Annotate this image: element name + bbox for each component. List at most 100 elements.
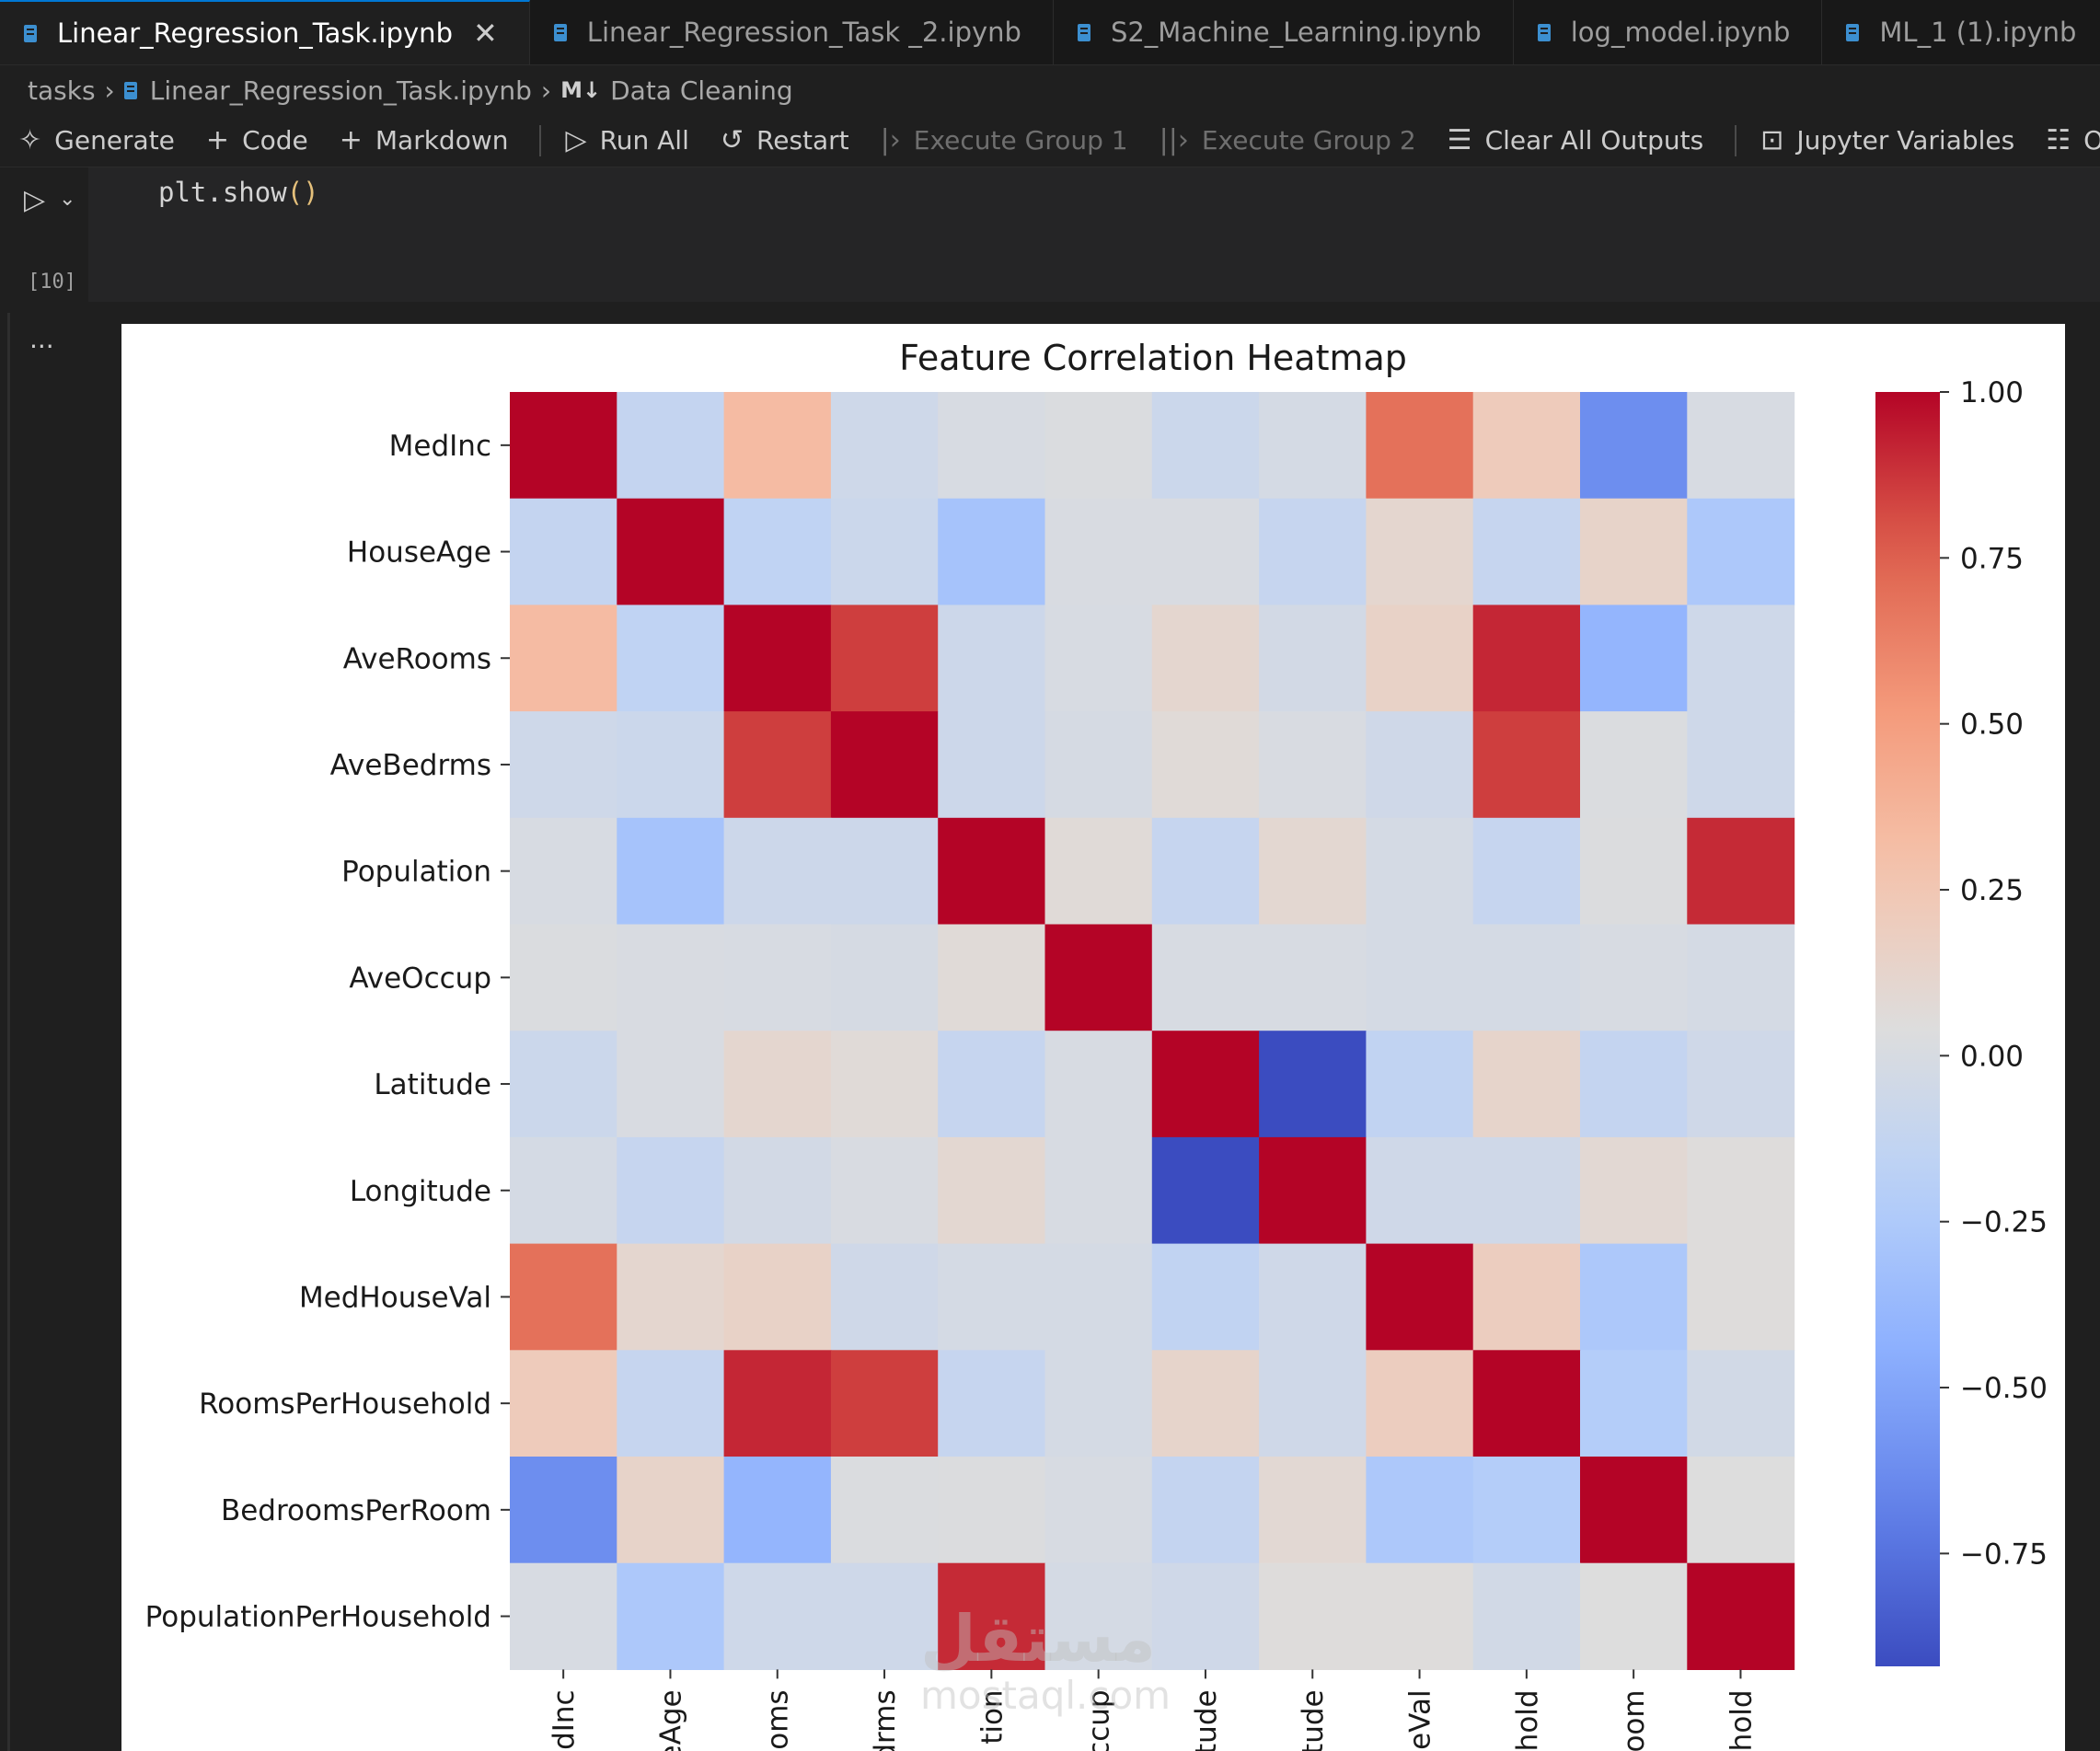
heatmap-cell: [723, 924, 832, 1031]
heatmap-cell: [1580, 1136, 1688, 1245]
close-icon[interactable]: ✕: [472, 16, 498, 51]
heatmap-cell: [830, 605, 939, 712]
heatmap-cell: [510, 1562, 617, 1670]
x-tick-label: tion: [975, 1689, 1009, 1744]
breadcrumb-folder[interactable]: tasks: [28, 75, 96, 106]
heatmap-cell: [1044, 1562, 1153, 1670]
heatmap-cell: [1472, 1031, 1581, 1138]
heatmap-cell: [1259, 1031, 1367, 1138]
heatmap-cell: [510, 1243, 617, 1351]
breadcrumb-section[interactable]: Data Cleaning: [610, 75, 793, 106]
heatmap-cell: [938, 498, 1046, 605]
tab-ml-1[interactable]: ML_1 (1).ipynb: [1822, 0, 2100, 64]
y-tick-label: MedInc: [389, 430, 491, 463]
clear-all-outputs-button[interactable]: ☰ Clear All Outputs: [1448, 124, 1704, 156]
heatmap-cell: [510, 1457, 617, 1564]
y-tick-label: Population: [341, 856, 491, 889]
heatmap-cell: [510, 1350, 617, 1457]
notebook-icon: [123, 81, 137, 99]
heatmap-cell: [830, 1562, 939, 1670]
heatmap-cell: [830, 1457, 939, 1564]
heatmap-cell: [1580, 817, 1688, 926]
heatmap-cell: [1366, 924, 1474, 1031]
heatmap-cell: [1044, 392, 1153, 500]
execute-group-1-button[interactable]: |› Execute Group 1: [881, 124, 1128, 156]
x-tick-label: ccup: [1083, 1689, 1116, 1751]
heatmap-cell: [1366, 1243, 1474, 1351]
heatmap-cell: [938, 924, 1046, 1031]
tab-linear-regression-task-2[interactable]: Linear_Regression_Task _2.ipynb: [530, 0, 1054, 64]
heatmap-cell: [723, 711, 832, 819]
heatmap-cell: [617, 924, 725, 1031]
heatmap-cell: [1151, 1562, 1260, 1670]
heatmap-cell: [723, 392, 832, 500]
run-all-button[interactable]: ▷ Run All: [565, 124, 688, 156]
execute-group-1-label: Execute Group 1: [913, 125, 1128, 156]
outline-icon: ☷: [2046, 124, 2071, 156]
heatmap-cell: [1044, 498, 1153, 605]
run-cell-icon[interactable]: ▷: [24, 184, 46, 216]
heatmap-cell: [1580, 1562, 1688, 1670]
jupyter-variables-button[interactable]: ⊡ Jupyter Variables: [1760, 124, 2014, 156]
heatmap-cell: [617, 1350, 725, 1457]
y-tick-label: Latitude: [374, 1068, 491, 1101]
x-tick-label: tude: [1297, 1689, 1330, 1751]
chevron-right-icon: ›: [104, 75, 115, 106]
heatmap-cell: [617, 392, 725, 500]
heatmap-cell: [723, 1136, 832, 1245]
heatmap-cell: [1366, 1136, 1474, 1245]
jupyter-variables-label: Jupyter Variables: [1796, 125, 2015, 156]
y-tick-label: AveOccup: [349, 962, 491, 995]
toolbar-divider: [539, 124, 542, 156]
chevron-down-icon[interactable]: ⌄: [59, 188, 76, 211]
heatmap-cell: [830, 924, 939, 1031]
heatmap-cell: [1151, 1457, 1260, 1564]
heatmap-cell: [830, 1350, 939, 1457]
heatmap-cell: [938, 1031, 1046, 1138]
heatmap-cell: [1151, 605, 1260, 712]
heatmap-cell: [1259, 1457, 1367, 1564]
tab-linear-regression-task[interactable]: Linear_Regression_Task.ipynb ✕: [0, 0, 530, 64]
heatmap-cell: [1687, 1350, 1795, 1457]
y-tick-label: Longitude: [350, 1175, 491, 1208]
tab-log-model[interactable]: log_model.ipynb: [1514, 0, 1823, 64]
code-editor[interactable]: plt.show(): [88, 167, 2100, 302]
add-code-button[interactable]: + Code: [206, 124, 308, 156]
tab-label: S2_Machine_Learning.ipynb: [1110, 17, 1482, 48]
restart-label: Restart: [756, 125, 849, 156]
heatmap-cell: [1044, 1243, 1153, 1351]
sparkle-icon: ✧: [18, 124, 42, 156]
generate-button[interactable]: ✧ Generate: [18, 124, 175, 156]
colorbar: [1875, 392, 1940, 1666]
heatmap-cell: [938, 605, 1046, 712]
colorbar-tick-label: −0.75: [1960, 1538, 2048, 1571]
tab-s2-machine-learning[interactable]: S2_Machine_Learning.ipynb: [1054, 0, 1514, 64]
heatmap-cell: [1472, 817, 1581, 926]
heatmap-cell: [938, 1562, 1046, 1670]
outline-button[interactable]: ☷ Outline: [2046, 124, 2100, 156]
x-tick-label: eVal: [1404, 1689, 1437, 1749]
heatmap-cell: [723, 605, 832, 712]
heatmap-cell: [723, 1457, 832, 1564]
y-tick-label: RoomsPerHousehold: [199, 1388, 491, 1421]
colorbar-tick-label: −0.25: [1960, 1206, 2048, 1239]
code-function: plt.show: [158, 177, 287, 208]
heatmap-cell: [1687, 392, 1795, 500]
execute-group-2-button[interactable]: ||› Execute Group 2: [1160, 124, 1416, 156]
add-markdown-button[interactable]: + Markdown: [340, 124, 509, 156]
heatmap-cell: [1687, 711, 1795, 819]
execute-group-icon: |›: [880, 124, 901, 156]
clear-outputs-label: Clear All Outputs: [1484, 125, 1704, 156]
heatmap-cell: [1259, 498, 1367, 605]
heatmap-cell: [1366, 1350, 1474, 1457]
output-collapse-bar[interactable]: [7, 313, 10, 1751]
x-tick-label: hold: [1511, 1689, 1544, 1751]
heatmap-cell: [510, 711, 617, 819]
restart-button[interactable]: ↺ Restart: [721, 124, 849, 156]
breadcrumb-file[interactable]: Linear_Regression_Task.ipynb: [149, 75, 532, 106]
output-more-icon[interactable]: ...: [29, 324, 54, 354]
notebook-icon: [553, 23, 567, 41]
heatmap-cell: [1259, 711, 1367, 819]
heatmap-cell: [617, 817, 725, 926]
execute-group-icon: ||›: [1159, 124, 1189, 156]
